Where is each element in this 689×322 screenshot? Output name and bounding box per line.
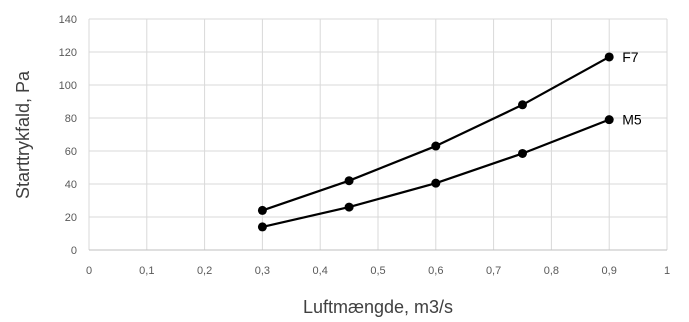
- data-point-m5: [257, 222, 267, 232]
- y-tick-label: 60: [65, 146, 77, 158]
- y-tick-label: 40: [65, 179, 77, 191]
- data-point-m5: [344, 202, 354, 212]
- x-tick-label: 0,7: [486, 265, 501, 277]
- data-point-f7: [604, 52, 614, 62]
- y-tick-label: 0: [71, 245, 77, 257]
- x-tick-label: 0,9: [602, 265, 617, 277]
- y-tick-labels: 0 20 40 60 80 100 120 140: [59, 14, 77, 257]
- x-tick-label: 1: [664, 265, 670, 277]
- data-point-m5: [518, 148, 527, 158]
- x-tick-labels: 0 0,1 0,2 0,3 0,4 0,5 0,6 0,7 0,8 0,9 1: [86, 265, 670, 277]
- x-tick-label: 0,1: [139, 265, 154, 277]
- data-point-f7: [431, 141, 441, 151]
- series-label-m5: M5: [622, 112, 642, 128]
- series-layer: F7 M5: [257, 49, 642, 232]
- x-tick-label: 0: [86, 265, 92, 277]
- x-tick-label: 0,8: [544, 265, 559, 277]
- data-point-f7: [344, 176, 354, 186]
- x-tick-label: 0,5: [370, 265, 385, 277]
- data-point-m5: [604, 115, 614, 125]
- data-point-f7: [257, 205, 267, 215]
- data-point-m5: [431, 178, 441, 188]
- x-axis-title: Luftmængde, m3/s: [303, 297, 453, 317]
- data-point-f7: [518, 100, 527, 110]
- gridlines: [88, 18, 668, 250]
- y-axis-title: Starttrykfald, Pa: [13, 70, 33, 199]
- y-tick-label: 20: [65, 212, 77, 224]
- x-tick-label: 0,6: [428, 265, 443, 277]
- x-tick-label: 0,3: [255, 265, 270, 277]
- y-tick-label: 120: [59, 47, 77, 59]
- y-tick-label: 140: [59, 14, 77, 26]
- x-tick-label: 0,2: [197, 265, 212, 277]
- y-tick-label: 80: [65, 113, 77, 125]
- y-tick-label: 100: [59, 80, 77, 92]
- series-label-f7: F7: [622, 49, 639, 65]
- x-tick-label: 0,4: [313, 265, 328, 277]
